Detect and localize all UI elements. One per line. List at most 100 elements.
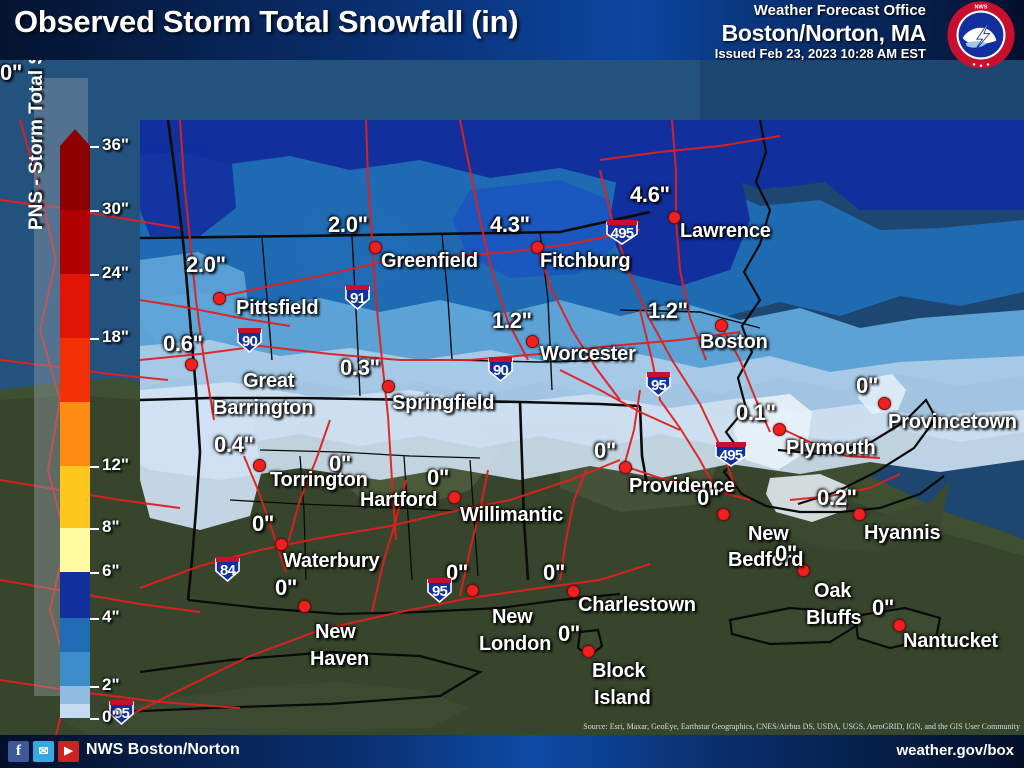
colorbar-label-12: 12" [102, 455, 129, 474]
interstate-number: 95 [113, 705, 130, 722]
station-marker-charlestown[interactable] [567, 585, 580, 598]
snowfall-value-springfield: 0.3" [340, 355, 380, 380]
city-label-pittsfield: Pittsfield [236, 297, 319, 319]
interstate-shield-i95n: 95 [645, 370, 672, 398]
interstate-shield-icon [215, 557, 240, 583]
colorbar-tick-8 [90, 528, 99, 530]
city-label-newlondon: New [492, 606, 533, 628]
interstate-number: 95 [431, 583, 448, 600]
station-marker-springfield[interactable] [382, 380, 395, 393]
interstate-number: 90 [241, 333, 258, 350]
city-label-nantucket: Nantucket [903, 630, 998, 652]
interstate-shield-icon [606, 220, 638, 245]
station-marker-providence_east[interactable] [717, 508, 730, 521]
snowfall-value-fitchburg: 4.3" [490, 212, 530, 237]
colorbar-segment-0-1 [60, 704, 90, 718]
city-label-hartford: Hartford [360, 489, 438, 511]
colorbar-segment-1-2 [60, 686, 90, 704]
colorbar-scale: 36" 30" 24" 18" 12" 8" 6" 4" 2" 0" [60, 129, 129, 726]
station-marker-lawrence[interactable] [668, 211, 681, 224]
station-marker-pittsfield[interactable] [213, 292, 226, 305]
snowfall-value-blockisland: 0" [558, 621, 581, 646]
snowfall-value-worcester: 1.2" [492, 308, 532, 333]
city-label-oakbluffs: Oak [814, 580, 852, 602]
city-label-newlondon2: London [479, 633, 552, 655]
station-marker-newhaven[interactable] [298, 600, 311, 613]
station-marker-westpittsfield[interactable] [185, 358, 198, 371]
snowfall-value-waterbury: 0" [252, 511, 275, 536]
station-marker-provincetown[interactable] [878, 397, 891, 410]
colorbar-tick-30 [90, 210, 99, 212]
colorbar-tick-4 [90, 618, 99, 620]
city-label-greenfield: Greenfield [381, 250, 478, 272]
colorbar-tick-2 [90, 686, 99, 688]
city-label-newhaven: New [315, 621, 356, 643]
interstate-number: 495 [719, 447, 743, 464]
interstate-shield-icon [646, 372, 671, 398]
station-marker-newbedford[interactable] [797, 564, 810, 577]
city-label-fitchburg: Fitchburg [540, 250, 631, 272]
station-marker-hartford[interactable] [448, 491, 461, 504]
interstate-shield-i90w: 90 [236, 326, 263, 354]
interstate-number: 90 [492, 362, 509, 379]
snowfall-value-torrington: 0.4" [214, 432, 254, 457]
city-label-torrington: Torrington [270, 469, 368, 491]
interstate-shield-i495n: 495 [605, 218, 639, 246]
colorbar-tick-0 [90, 718, 99, 720]
station-marker-fitchburg[interactable] [531, 241, 544, 254]
colorbar-segment-8-12 [60, 466, 90, 528]
city-label-blockisland: Block [592, 660, 646, 682]
svg-text:NWS: NWS [974, 4, 987, 10]
nws-seal-icon: NWS [947, 1, 1015, 69]
snowfall-value-newlondon: 0" [446, 560, 469, 585]
city-label-boston: Boston [700, 331, 768, 353]
city-label-hyannis: Hyannis [864, 522, 941, 544]
interstate-number: 95 [650, 377, 667, 394]
youtube-icon[interactable]: ▶ [58, 741, 79, 762]
office-block: Weather Forecast Office Boston/Norton, M… [715, 2, 927, 62]
station-marker-worcester[interactable] [526, 335, 539, 348]
interstate-shield-i495s: 495 [714, 440, 748, 468]
colorbar-segment-6-8 [60, 528, 90, 572]
interstate-shield-i95sw: 95 [108, 698, 135, 726]
office-url[interactable]: weather.gov/box [896, 742, 1014, 759]
snowfall-value-hyannis: 0.2" [817, 485, 857, 510]
colorbar-segment-30-36 [60, 210, 90, 274]
colorbar: PNS - Storm Total Snowfall (in) 36" 30" … [0, 0, 150, 735]
map-canvas[interactable] [0, 60, 1024, 735]
snowfall-value-greenfield: 2.0" [328, 212, 368, 237]
interstate-number: 84 [219, 562, 236, 579]
colorbar-top-arrow [60, 129, 90, 146]
station-marker-torrington[interactable] [253, 459, 266, 472]
city-label-willimantic: Willimantic [460, 504, 564, 526]
station-marker-plymouth[interactable] [773, 423, 786, 436]
snowfall-value-charlestown: 0" [543, 560, 566, 585]
city-label-charlestown: Charlestown [578, 594, 696, 616]
interstate-shield-icon [109, 700, 134, 726]
city-label-springfield: Springfield [392, 392, 495, 414]
station-marker-hyannis[interactable] [853, 508, 866, 521]
interstate-shield-icon [488, 357, 513, 383]
station-marker-newlondon[interactable] [466, 584, 479, 597]
snowfall-value-newbedford: 0" [775, 541, 798, 566]
snowfall-value-lawrence: 4.6" [630, 182, 670, 207]
page-title: Observed Storm Total Snowfall (in) [14, 4, 519, 39]
colorbar-tick-36 [90, 146, 99, 148]
snowfall-value-willimantic: 0" [0, 60, 23, 85]
station-marker-nantucket[interactable] [893, 619, 906, 632]
facebook-icon[interactable]: f [8, 741, 29, 762]
city-label-greatbarrington: Great [243, 370, 295, 392]
station-marker-greenfield[interactable] [369, 241, 382, 254]
colorbar-label-24: 24" [102, 263, 129, 282]
station-marker-waterbury[interactable] [275, 538, 288, 551]
colorbar-tick-18 [90, 338, 99, 340]
interstate-shield-icon [427, 578, 452, 604]
city-label-waterbury: Waterbury [283, 550, 380, 572]
twitter-icon[interactable]: ✉ [33, 741, 54, 762]
station-marker-boston[interactable] [715, 319, 728, 332]
station-marker-blockisland[interactable] [582, 645, 595, 658]
colorbar-segment-12-18 [60, 402, 90, 466]
station-marker-providence[interactable] [619, 461, 632, 474]
colorbar-label-4: 4" [102, 607, 120, 626]
snowfall-value-nantucket: 0" [872, 595, 895, 620]
